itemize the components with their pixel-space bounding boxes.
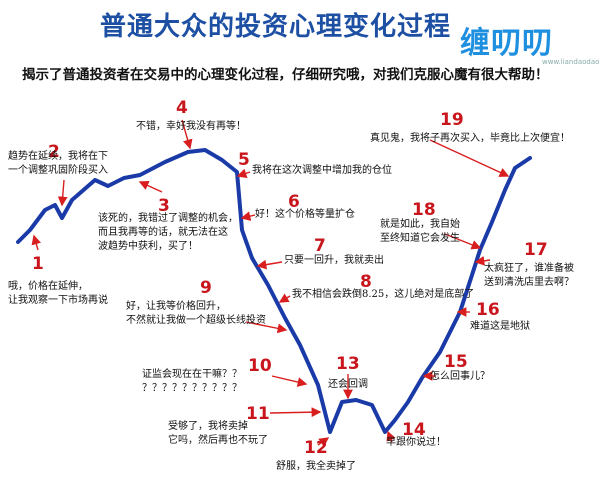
arrow-2 — [57, 179, 68, 207]
stage-6-label: 好！这个价格等量扩仓 — [255, 208, 355, 222]
stage-17-label: 太疯狂了，谁准备被 送到清洗店里去啊？ — [484, 262, 574, 290]
stage-5-number: 5 — [238, 150, 250, 170]
stage-3-label: 该死的，我错过了调整的机会， 而且我再等的话，就无法在这 波趋势中获利，买了！ — [98, 212, 238, 254]
stage-9-label: 好，让我等价格回升， 不然就让我做一个超级长线投资 — [126, 300, 266, 328]
arrow-7 — [256, 259, 283, 270]
arrow-6 — [240, 211, 256, 221]
stage-16-number: 16 — [476, 300, 500, 320]
stage-1-line-2: 让我观察一下市场再说 — [8, 295, 108, 306]
arrow-8 — [278, 293, 291, 303]
stage-2-number: 2 — [48, 142, 60, 162]
stage-8-number: 8 — [360, 272, 372, 292]
stage-8-label: 我不相信会跌倒8.25，这儿绝对是底部了 — [292, 288, 474, 302]
stage-1-number: 1 — [32, 254, 44, 274]
stage-15-number: 15 — [444, 352, 468, 372]
stage-17-line-1: 太疯狂了，谁准备被 — [484, 263, 574, 274]
stage-9-number: 9 — [200, 278, 212, 298]
stage-13-label: 还会回调 — [328, 378, 368, 392]
stage-10-label: 证监会现在在干嘛？？ ？？？？？？？？？？ — [142, 368, 242, 396]
stage-10-line-1: 证监会现在在干嘛？？ — [142, 369, 242, 380]
stage-6-line-1: 好！这个价格等量扩仓 — [255, 209, 355, 220]
watermark-logo-text: 缠叨叨 — [460, 26, 553, 61]
stage-5-label: 我将在这次调整中增加我的仓位 — [252, 164, 392, 178]
arrow-3 — [138, 181, 163, 193]
stage-17-number: 17 — [524, 240, 548, 260]
stage-7-label: 只要一回升，我就卖出 — [284, 254, 384, 268]
stage-10-line-2: ？？？？？？？？？？ — [142, 383, 242, 394]
stage-3-number: 3 — [158, 196, 170, 216]
stage-4-number: 4 — [176, 98, 188, 118]
stage-7-line-1: 只要一回升，我就卖出 — [284, 255, 384, 266]
stage-9-line-1: 好，让我等价格回升， — [126, 301, 226, 312]
arrow-11 — [269, 407, 322, 418]
stage-19-label: 真见鬼，我将子再次买入，毕竟比上次便宜！ — [370, 132, 570, 146]
stage-14-line-1: 早跟你说过！ — [386, 437, 446, 448]
stage-3-line-3: 波趋势中获利，买了！ — [98, 241, 198, 252]
watermark-url: www.liandaodao.com — [542, 58, 600, 66]
stage-16-line-1: 难道这是地狱 — [470, 321, 530, 332]
stage-12-number: 12 — [304, 438, 328, 458]
stage-7-number: 7 — [314, 236, 326, 256]
stage-2-line-1: 趋势在延续，我将在下 — [8, 151, 108, 162]
stage-13-number: 13 — [336, 354, 360, 374]
watermark-logo: 缠叨叨 www.liandaodao.com — [460, 18, 600, 70]
stage-3-line-2: 而且我再等的话，就无法在这 — [98, 227, 228, 238]
stage-15-label: 怎么回事儿？ — [430, 370, 490, 384]
arrow-19 — [429, 139, 510, 177]
annotation-arrows — [31, 119, 510, 447]
stage-11-number: 11 — [246, 404, 270, 424]
stage-19-number: 19 — [440, 110, 464, 130]
stage-15-line-1: 怎么回事儿？ — [430, 371, 490, 382]
stage-18-label: 就是如此，我自始 至终知道它会发生 — [380, 218, 460, 246]
stage-11-line-1: 受够了，我将卖掉 — [168, 421, 248, 432]
stage-2-label: 趋势在延续，我将在下 一个调整巩固阶段买入 — [8, 150, 108, 178]
stage-14-number: 14 — [402, 420, 426, 440]
page-subtitle: 揭示了普通投资者在交易中的心理变化过程，仔细研究哦，对我们克服心魔有很大帮助！ — [22, 67, 549, 83]
stage-2-line-2: 一个调整巩固阶段买入 — [8, 165, 108, 176]
stage-1-line-1: 哦，价格在延伸， — [8, 281, 88, 292]
stage-3-line-1: 该死的，我错过了调整的机会， — [98, 213, 238, 224]
stage-17-line-2: 送到清洗店里去啊？ — [484, 277, 574, 288]
arrow-9 — [245, 321, 288, 334]
stage-6-number: 6 — [288, 192, 300, 212]
stage-18-number: 18 — [412, 200, 436, 220]
stage-19-line-1: 真见鬼，我将子再次买入，毕竟比上次便宜！ — [370, 133, 570, 144]
stage-5-line-1: 我将在这次调整中增加我的仓位 — [252, 165, 392, 176]
stage-18-line-2: 至终知道它会发生 — [380, 233, 460, 244]
arrow-1 — [31, 234, 42, 251]
stage-12-label: 舒服，我全卖掉了 — [276, 460, 356, 474]
arrow-17 — [474, 255, 491, 266]
arrow-10 — [271, 375, 308, 387]
arrow-5 — [236, 168, 251, 178]
stage-10-number: 10 — [248, 356, 272, 376]
arrow-12 — [317, 437, 330, 447]
stage-9-line-2: 不然就让我做一个超级长线投资 — [126, 315, 266, 326]
stage-12-line-1: 舒服，我全卖掉了 — [276, 461, 356, 472]
arrow-18 — [444, 233, 482, 250]
stage-18-line-1: 就是如此，我自始 — [380, 219, 460, 230]
stage-4-label: 不错，幸好我没有再等！ — [136, 120, 246, 134]
page-title: 普通大众的投资心理变化过程 — [100, 12, 452, 42]
arrow-4 — [181, 119, 193, 150]
stage-14-label: 早跟你说过！ — [386, 436, 446, 450]
stage-4-line-1: 不错，幸好我没有再等！ — [136, 121, 246, 132]
arrow-14 — [386, 430, 396, 443]
stage-8-line-1: 我不相信会跌倒8.25，这儿绝对是底部了 — [292, 289, 475, 300]
stage-11-line-2: 它吗，然后再也不玩了 — [168, 435, 268, 446]
stage-13-line-1: 还会回调 — [328, 379, 368, 390]
stage-16-label: 难道这是地狱 — [470, 320, 530, 334]
stage-1-label: 哦，价格在延伸， 让我观察一下市场再说 — [8, 280, 108, 308]
stage-11-label: 受够了，我将卖掉 它吗，然后再也不玩了 — [168, 420, 268, 448]
